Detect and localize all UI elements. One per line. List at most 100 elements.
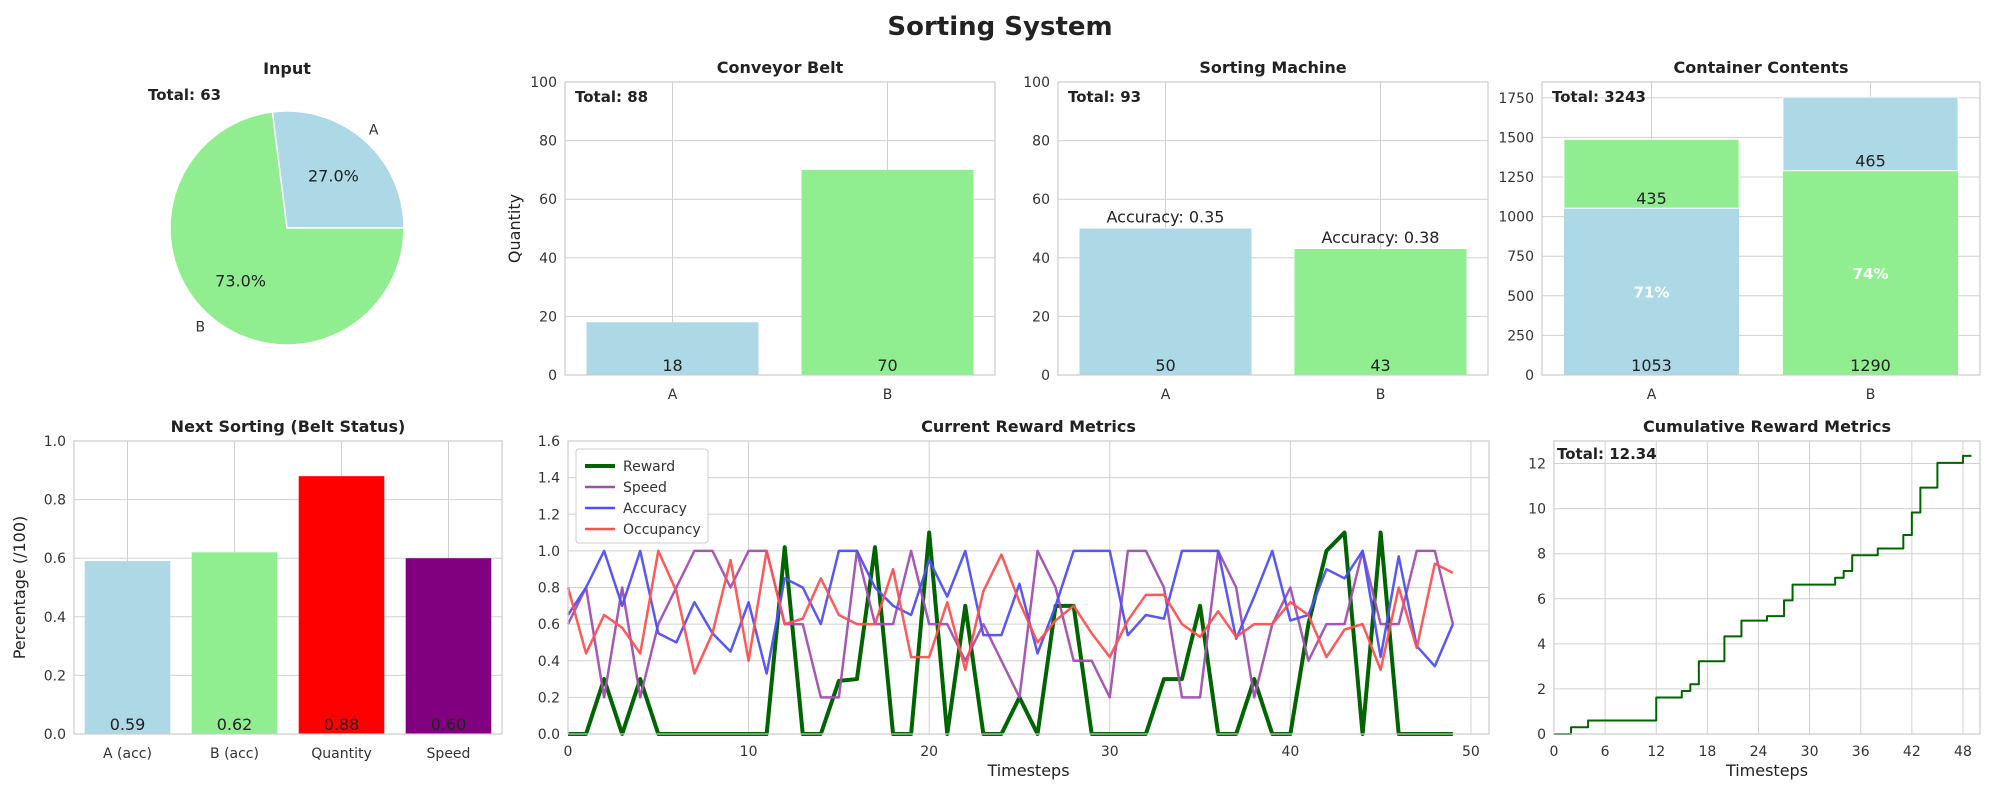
x-axis-label: Timesteps: [1725, 761, 1808, 780]
y-tick-label: 0.6: [44, 551, 66, 567]
bar-a: [1079, 228, 1252, 375]
y-tick-label: 0.0: [44, 727, 66, 743]
series-line-reward: [568, 530, 1453, 736]
total-annotation: Total: 93: [1068, 88, 1141, 106]
x-tick-label: Speed: [427, 746, 471, 762]
y-tick-label: 4: [1537, 637, 1546, 653]
bar-upper-a: [1563, 138, 1740, 209]
suptitle: Sorting System: [887, 12, 1112, 42]
y-tick-label: 60: [1032, 192, 1050, 208]
pie-pct-label: 73.0%: [215, 272, 266, 291]
bar-value-label: 0.62: [217, 715, 253, 734]
x-tick-label: 10: [740, 744, 758, 760]
bar-a: [586, 322, 759, 375]
y-tick-label: 20: [539, 309, 557, 325]
series-line-cumulative: [1554, 454, 1972, 735]
x-tick-label: 50: [1462, 744, 1480, 760]
pie-pct-label: 27.0%: [308, 166, 359, 185]
x-tick-label: B: [883, 387, 893, 403]
legend-label: Speed: [623, 480, 667, 496]
pie-slice-b: [169, 111, 405, 346]
y-tick-label: 0.6: [538, 617, 560, 633]
total-annotation: Total: 63: [148, 86, 221, 104]
x-tick-label: 0: [564, 744, 573, 760]
x-tick-label: 12: [1647, 744, 1665, 760]
y-tick-label: 80: [539, 134, 557, 150]
x-tick-label: A: [668, 387, 678, 403]
y-tick-label: 1750: [1498, 91, 1534, 107]
plot-frame: [567, 440, 1490, 735]
y-tick-label: 1000: [1498, 210, 1534, 226]
x-tick-label: 36: [1852, 744, 1870, 760]
legend-box: [575, 448, 709, 544]
total-annotation: Total: 12.34: [1557, 445, 1657, 463]
bar-quantity: [298, 476, 385, 734]
y-tick-label: 1.0: [44, 434, 66, 450]
x-tick-label: 6: [1601, 744, 1610, 760]
y-tick-label: 0.8: [538, 581, 560, 597]
y-tick-label: 1.4: [538, 471, 560, 487]
x-tick-label: 24: [1750, 744, 1768, 760]
y-tick-label: 60: [539, 192, 557, 208]
chart-title: Conveyor Belt: [717, 58, 844, 77]
y-tick-label: 1500: [1498, 130, 1534, 146]
bar-value-label: 70: [877, 356, 897, 375]
bar-b-acc-: [191, 552, 278, 734]
bar-value-label: 0.88: [324, 715, 360, 734]
y-tick-label: 750: [1507, 249, 1534, 265]
y-tick-label: 20: [1032, 309, 1050, 325]
y-axis-label: Quantity: [505, 194, 524, 263]
chart-title: Input: [263, 59, 311, 78]
y-tick-label: 2: [1537, 682, 1546, 698]
y-tick-label: 100: [1023, 75, 1050, 91]
x-tick-label: B (acc): [210, 746, 259, 762]
bar-value-label: 0.60: [431, 715, 467, 734]
bar-value-label: 465: [1855, 152, 1886, 171]
total-annotation: Total: 88: [575, 88, 648, 106]
bar-value-label: 1290: [1850, 356, 1891, 375]
y-tick-label: 1.0: [538, 544, 560, 560]
chart-title: Container Contents: [1674, 58, 1849, 77]
x-tick-label: 18: [1698, 744, 1716, 760]
chart-title: Current Reward Metrics: [921, 417, 1136, 436]
series-line-occupancy: [566, 549, 1454, 675]
y-tick-label: 0.0: [538, 727, 560, 743]
legend-label: Occupancy: [623, 522, 701, 538]
percent-label: 71%: [1634, 284, 1670, 302]
y-tick-label: 0: [1537, 727, 1546, 743]
plot-frame: [1541, 81, 1981, 376]
x-tick-label: Quantity: [311, 746, 372, 762]
bar-value-label: 435: [1636, 189, 1667, 208]
container-contents-chart: 0 250 500 750 1000 1250 1500 1750 1053 435 71% A 129…: [1498, 58, 1981, 403]
y-tick-label: 0.2: [44, 668, 66, 684]
next-sorting-chart: 0.0 0.2 0.4 0.6 0.8 1.0 0.59 A (acc) 0.62 B (acc)…: [10, 417, 503, 762]
y-tick-label: 0.2: [538, 690, 560, 706]
y-tick-label: 0: [1041, 368, 1050, 384]
legend-label: Accuracy: [623, 501, 687, 517]
y-tick-label: 10: [1528, 502, 1546, 518]
x-tick-label: A: [1161, 387, 1171, 403]
sorting-machine-chart: 0 20 40 60 80 100 50 Accuracy: 0.35 A 43 Accuracy:…: [1023, 58, 1489, 403]
bar-value-label: 1053: [1631, 356, 1672, 375]
x-tick-label: 42: [1903, 744, 1921, 760]
bar-speed: [405, 558, 492, 734]
y-tick-label: 0: [548, 368, 557, 384]
y-tick-label: 80: [1032, 134, 1050, 150]
x-tick-label: B: [1866, 387, 1876, 403]
series-line-speed: [566, 549, 1455, 699]
pie-category-label: A: [369, 123, 379, 139]
chart-title: Cumulative Reward Metrics: [1643, 417, 1891, 436]
plot-frame: [1057, 81, 1489, 376]
x-tick-label: 48: [1954, 744, 1972, 760]
x-tick-label: B: [1376, 387, 1386, 403]
y-tick-label: 12: [1528, 457, 1546, 473]
y-tick-label: 500: [1507, 289, 1534, 305]
x-tick-label: A: [1647, 387, 1657, 403]
bar-value-label: 43: [1370, 356, 1390, 375]
bar-b: [1294, 249, 1467, 375]
chart-title: Next Sorting (Belt Status): [171, 417, 406, 436]
plot-frame: [1553, 440, 1981, 735]
pie-category-label: B: [196, 319, 206, 335]
accuracy-label: Accuracy: 0.35: [1107, 208, 1225, 227]
